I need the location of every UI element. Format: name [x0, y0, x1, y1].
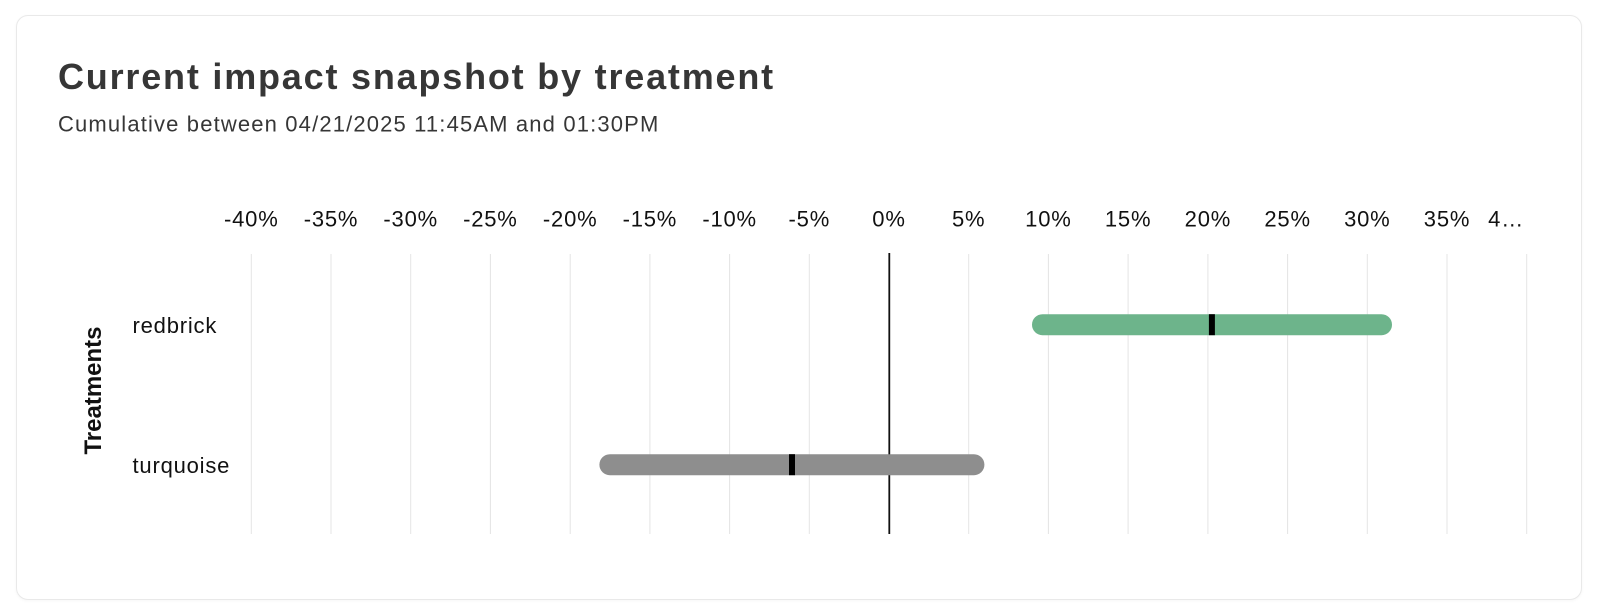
svg-text:-20%: -20% [543, 207, 598, 232]
svg-text:-5%: -5% [789, 207, 831, 232]
svg-text:20%: 20% [1185, 207, 1231, 232]
svg-text:Cumulative between 04/21/2025: Cumulative between 04/21/2025 11:45AM an… [58, 112, 659, 137]
svg-text:-40%: -40% [224, 207, 279, 232]
svg-text:-25%: -25% [463, 207, 518, 232]
svg-text:5%: 5% [952, 207, 985, 232]
svg-text:Current impact snapshot by tre: Current impact snapshot by treatment [58, 56, 775, 97]
svg-text:35%: 35% [1424, 207, 1470, 232]
svg-text:Treatments: Treatments [80, 326, 107, 454]
svg-text:25%: 25% [1264, 207, 1310, 232]
svg-text:-30%: -30% [383, 207, 438, 232]
svg-text:0%: 0% [872, 207, 905, 232]
svg-text:-10%: -10% [702, 207, 757, 232]
svg-text:4…: 4… [1488, 207, 1524, 232]
svg-text:10%: 10% [1025, 207, 1071, 232]
svg-text:30%: 30% [1344, 207, 1390, 232]
svg-text:turquoise: turquoise [133, 453, 231, 478]
svg-text:-35%: -35% [304, 207, 359, 232]
svg-text:redbrick: redbrick [133, 313, 218, 338]
svg-text:-15%: -15% [623, 207, 678, 232]
svg-text:15%: 15% [1105, 207, 1151, 232]
